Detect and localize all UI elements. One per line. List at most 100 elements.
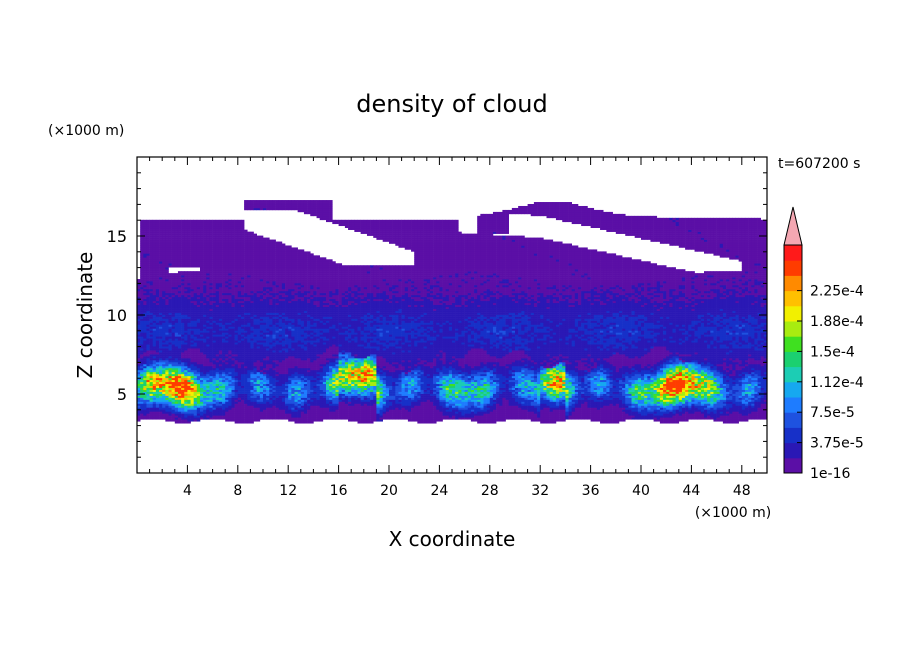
density-cell	[203, 318, 207, 321]
density-cell	[181, 249, 185, 252]
density-cell	[187, 334, 191, 337]
density-cell	[193, 413, 198, 416]
density-cell	[231, 265, 235, 268]
density-cell	[272, 397, 276, 400]
density-cell	[253, 277, 257, 280]
density-cell	[222, 346, 226, 349]
density-cell	[269, 273, 273, 276]
density-cell	[168, 312, 172, 315]
density-cell	[155, 235, 160, 238]
density-cell	[294, 387, 298, 390]
density-cell	[234, 334, 239, 337]
density-cell	[177, 302, 182, 306]
density-cell	[149, 298, 154, 302]
density-cell	[196, 310, 201, 313]
density-cell	[209, 373, 213, 377]
density-cell	[184, 318, 188, 321]
density-cell	[269, 308, 273, 311]
density-cell	[266, 294, 270, 298]
density-cell	[250, 253, 254, 256]
density-cell	[146, 294, 150, 298]
density-cell	[168, 381, 172, 385]
density-cell	[187, 348, 191, 351]
density-cell	[152, 235, 157, 238]
density-cell	[159, 411, 163, 414]
density-cell	[237, 391, 242, 394]
density-cell	[291, 294, 295, 298]
density-cell	[140, 294, 144, 298]
density-cell	[212, 318, 217, 321]
density-cell	[250, 403, 254, 406]
density-cell	[247, 407, 251, 410]
density-cell	[285, 389, 289, 392]
density-cell	[196, 365, 201, 369]
density-cell	[269, 356, 273, 359]
density-cell	[222, 348, 226, 351]
density-cell	[281, 342, 286, 345]
density-cell	[187, 304, 191, 308]
density-cell	[272, 312, 276, 315]
density-cell	[250, 330, 254, 333]
density-cell	[171, 227, 176, 230]
density-cell	[209, 348, 213, 351]
density-cell	[237, 350, 242, 353]
density-cell	[196, 279, 201, 282]
density-cell	[263, 253, 267, 256]
density-cell	[184, 241, 188, 244]
density-cell	[215, 334, 220, 337]
density-cell	[209, 239, 213, 242]
density-cell	[259, 379, 264, 383]
density-cell	[168, 375, 172, 379]
density-cell	[240, 336, 245, 339]
density-cell	[140, 227, 144, 230]
density-cell	[247, 281, 251, 284]
density-cell	[159, 371, 163, 375]
density-cell	[231, 346, 235, 349]
density-cell	[140, 373, 144, 377]
density-cell	[196, 350, 201, 353]
density-cell	[281, 202, 286, 205]
density-cell	[146, 302, 150, 306]
density-cell	[168, 389, 172, 392]
density-cell	[218, 296, 223, 300]
density-cell	[244, 257, 248, 260]
density-cell	[146, 271, 150, 274]
density-cell	[215, 253, 220, 256]
density-cell	[209, 387, 213, 390]
density-cell	[174, 375, 179, 379]
density-cell	[240, 334, 245, 337]
density-cell	[168, 294, 172, 298]
density-cell	[231, 326, 235, 329]
density-cell	[259, 273, 264, 276]
density-cell	[187, 360, 191, 363]
density-cell	[209, 352, 213, 355]
density-cell	[228, 219, 232, 223]
density-cell	[250, 294, 254, 298]
density-cell	[263, 352, 267, 355]
density-cell	[159, 269, 163, 272]
density-cell	[187, 229, 191, 232]
density-cell	[291, 387, 295, 390]
density-cell	[209, 399, 213, 402]
density-cell	[215, 352, 220, 355]
density-cell	[250, 328, 254, 331]
density-cell	[155, 385, 160, 388]
density-cell	[218, 298, 223, 302]
density-cell	[266, 395, 270, 398]
density-cell	[285, 324, 289, 327]
density-cell	[212, 249, 217, 252]
density-cell	[237, 237, 242, 240]
density-cell	[143, 306, 147, 309]
density-cell	[234, 320, 239, 323]
density-cell	[212, 294, 217, 298]
density-cell	[275, 304, 280, 308]
density-cell	[259, 413, 264, 416]
density-cell	[206, 245, 210, 248]
density-cell	[168, 308, 172, 311]
density-cell	[240, 385, 245, 388]
density-cell	[206, 387, 210, 390]
density-cell	[149, 411, 154, 414]
density-cell	[228, 259, 232, 262]
density-cell	[196, 283, 201, 286]
density-cell	[218, 241, 223, 244]
